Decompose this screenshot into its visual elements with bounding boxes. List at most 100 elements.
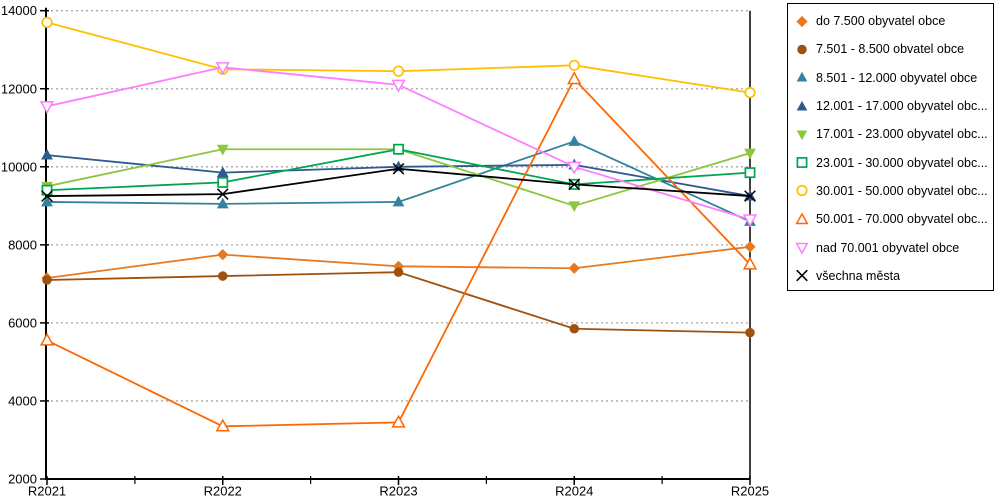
legend-item-6: 30.001 - 50.000 obyvatel obc... (788, 177, 993, 205)
series-line-7 (46, 77, 751, 428)
series-marker-2-R2021 (41, 195, 53, 207)
series-marker-0-R2022 (217, 249, 229, 261)
series-marker-1-R2022 (217, 271, 228, 281)
series-marker-2-R2022 (216, 197, 229, 209)
legend-marker-4 (796, 130, 808, 140)
series-8 (39, 62, 758, 228)
legend-item-8: nad 70.001 obyvatel obce (788, 233, 993, 261)
axis-labels: 2000 4000 6000 8000 10000 12000 14000 R2021 R202… (1, 3, 769, 498)
triangle-down-legend-icon (795, 242, 809, 255)
y-axis-tick-label: 2000 (8, 472, 37, 487)
series-marker-8-R2025 (742, 214, 758, 228)
axes (40, 7, 751, 485)
legend-box: do 7.500 obyvatel obce 7.501 - 8.500 obva… (787, 3, 994, 291)
series-marker-8-R2021 (39, 101, 55, 115)
series-2 (41, 135, 756, 226)
series-marker-2-R2024 (568, 135, 581, 146)
series-marker-0-R2024 (568, 262, 580, 274)
legend-item-5: 23.001 - 30.000 obyvatel obc... (788, 148, 993, 176)
legend-marker-7 (795, 212, 809, 225)
legend-item-2: 8.501 - 12.000 obyvatel obce (788, 64, 993, 92)
series-marker-4-R2024 (568, 201, 581, 213)
series-marker-9-R2023 (392, 162, 405, 175)
series-marker-8-R2024 (567, 161, 582, 175)
square-legend-icon (796, 157, 808, 169)
legend-item-7: 50.001 - 70.000 obyvatel obc... (788, 205, 993, 233)
series-marker-2-R2023 (392, 195, 405, 207)
x-axis-tick-label-R2024: R2024 (555, 484, 593, 499)
triangle-up-legend-icon (796, 100, 808, 111)
triangle-up-legend-icon (796, 72, 808, 82)
series-marker-9-R2025 (744, 190, 756, 202)
diamond-legend-icon (796, 15, 808, 27)
series-marker-6-R2023 (392, 65, 405, 77)
series-line-1 (46, 271, 751, 334)
series-marker-9-R2021 (41, 190, 53, 202)
series-marker-5-R2025 (744, 167, 756, 179)
legend-label-1: 7.501 - 8.500 obvatel obce (816, 42, 965, 57)
legend-label-9: všechna města (816, 268, 901, 283)
legend-label-0: do 7.500 obyvatel obce (816, 14, 946, 29)
legend-item-0: do 7.500 obyvatel obce (788, 7, 993, 35)
series-marker-1-R2021 (42, 275, 52, 285)
series-marker-6-R2025 (744, 87, 756, 99)
triangle-down-legend-icon (796, 130, 808, 140)
legend-item-1: 7.501 - 8.500 obvatel obce (788, 35, 993, 63)
x-axis-tick-label-R2021: R2021 (28, 484, 66, 499)
legend-marker-9 (796, 269, 808, 282)
legend-item-4: 17.001 - 23.000 obyvatel obc... (788, 120, 993, 148)
x-axis-tick-label-R2022: R2022 (204, 484, 242, 499)
legend-marker-0 (796, 15, 808, 27)
series-marker-5-R2021 (41, 184, 53, 196)
series-marker-8-R2022 (215, 62, 230, 76)
legend-label-3: 12.001 - 17.000 obyvatel obc... (816, 99, 988, 114)
legend-marker-3 (796, 100, 808, 111)
legend-item-3: 12.001 - 17.000 obyvatel obc... (788, 92, 993, 120)
legend-label-7: 50.001 - 70.000 obyvatel obc... (816, 212, 988, 227)
y-axis-tick-label: 6000 (8, 315, 37, 330)
series-marker-6-R2021 (41, 16, 53, 29)
series-marker-5-R2023 (393, 143, 404, 155)
series-marker-7-R2025 (742, 256, 758, 270)
legend-label-4: 17.001 - 23.000 obyvatel obc... (816, 127, 988, 142)
legend-marker-5 (796, 157, 808, 169)
series-marker-1-R2023 (393, 267, 404, 277)
series-1 (42, 267, 755, 338)
series-marker-8-R2023 (391, 79, 406, 93)
series-lines (39, 16, 758, 432)
legend-label-6: 30.001 - 50.000 obyvatel obc... (816, 183, 988, 198)
series-marker-3-R2022 (216, 166, 229, 178)
legend-label-5: 23.001 - 30.000 obyvatel obc... (816, 155, 988, 170)
legend-label-8: nad 70.001 obyvatel obce (816, 240, 960, 255)
y-axis-tick-label: 12000 (1, 81, 37, 96)
series-marker-5-R2022 (217, 176, 229, 188)
series-marker-7-R2024 (567, 71, 582, 85)
legend-marker-6 (796, 185, 808, 197)
legend-marker-1 (797, 44, 807, 55)
series-9 (41, 162, 756, 202)
triangle-up-legend-icon (795, 212, 809, 225)
circle-legend-icon (796, 185, 808, 197)
legend-marker-2 (796, 72, 808, 82)
y-axis-tick-label: 8000 (8, 237, 37, 252)
x-axis-tick-label-R2023: R2023 (379, 484, 417, 499)
series-marker-4-R2022 (216, 144, 229, 156)
series-marker-7-R2021 (39, 332, 55, 346)
circle-legend-icon (797, 44, 807, 55)
legend-item-9: všechna města (788, 262, 993, 290)
series-marker-7-R2023 (391, 414, 406, 428)
series-marker-9-R2022 (216, 188, 229, 200)
x-legend-icon (796, 269, 808, 282)
series-marker-1-R2024 (569, 323, 580, 334)
y-axis-tick-label: 14000 (1, 3, 37, 18)
legend-marker-8 (795, 242, 809, 255)
series-marker-7-R2022 (215, 418, 230, 432)
series-marker-0-R2025 (744, 241, 756, 253)
series-marker-1-R2025 (745, 327, 755, 338)
series-7 (39, 71, 758, 432)
y-axis-tick-label: 4000 (8, 393, 37, 408)
legend-label-2: 8.501 - 12.000 obyvatel obce (816, 70, 978, 85)
x-axis-tick-label-R2025: R2025 (731, 484, 769, 499)
series-marker-3-R2021 (41, 148, 53, 160)
